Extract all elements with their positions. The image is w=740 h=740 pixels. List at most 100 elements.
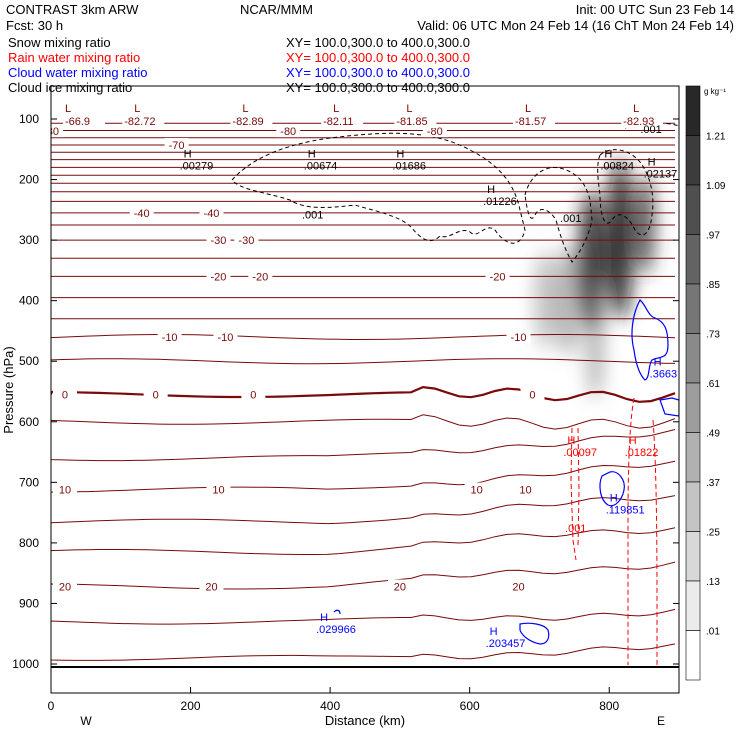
temperature-label-bg: [157, 330, 182, 343]
y-tick-label: 500: [19, 354, 39, 368]
snow-max-value: .02137: [644, 169, 678, 181]
colorbar-level: .37: [706, 478, 720, 489]
temperature-label-bg: [206, 482, 231, 496]
snow-max-marker: H: [648, 157, 656, 169]
temperature-label: 20: [59, 581, 71, 593]
colorbar-level: 1.21: [706, 132, 726, 143]
snow-max-value: .01226: [483, 196, 517, 208]
temperature-label-bg: [199, 579, 224, 593]
y-tick-label: 900: [19, 596, 39, 610]
cloud-water-max-value: .203457: [486, 638, 526, 650]
temperature-label-bg: [213, 330, 238, 343]
colorbar-cell: [685, 531, 701, 582]
temperature-label: -20: [211, 271, 227, 283]
colorbar-unit: g kg⁻¹: [704, 87, 726, 96]
temperature-label: 20: [205, 581, 217, 593]
temperature-label: -80: [280, 126, 296, 138]
temperature-label-bg: [129, 205, 154, 219]
snow-max-marker: H: [396, 149, 404, 161]
low-marker: L: [134, 103, 140, 115]
colorbar-level: 1.09: [706, 181, 726, 192]
snow-max-marker: H: [184, 149, 192, 161]
snow-max-marker: H: [604, 149, 612, 161]
x-axis-label: Distance (km): [325, 713, 405, 728]
low-value-label: -82.11: [323, 116, 353, 128]
legend-rain-label: Rain water mixing ratio: [8, 50, 140, 65]
cloud-water-max-marker: H: [654, 356, 662, 368]
colorbar-level: .25: [706, 528, 720, 539]
colorbar-level: .97: [706, 231, 720, 242]
rain-contour: [577, 427, 580, 549]
temperature-label: 0: [62, 390, 68, 402]
temperature-label-bg: [506, 330, 531, 343]
init-time: Init: 00 UTC Sun 23 Feb 14: [576, 2, 734, 17]
low-label-bg: [621, 115, 664, 128]
temperature-contour-line: [51, 460, 676, 493]
snow-max-value: .01686: [392, 161, 426, 173]
x-tick-label: 400: [320, 699, 340, 713]
center-title: NCAR/MMM: [240, 2, 313, 17]
y-tick-label: 100: [19, 112, 39, 126]
y-tick-label: 600: [19, 415, 39, 429]
y-tick-label: 700: [19, 475, 39, 489]
colorbar-cell: [685, 85, 701, 136]
colorbar-cell: [685, 432, 701, 483]
low-label-bg: [513, 115, 556, 128]
legend-cloud-water-label: Cloud water mixing ratio: [8, 65, 147, 80]
temperature-label: -40: [204, 208, 220, 220]
temperature-label-bg: [241, 387, 266, 401]
temperature-label: -70: [169, 140, 185, 152]
temperature-label: 20: [394, 581, 406, 593]
low-value-label: -81.85: [396, 116, 427, 128]
temperature-label-bg: [520, 387, 545, 401]
temperature-label-bg: [206, 269, 231, 283]
temperature-label-bg: [52, 482, 77, 496]
low-marker: L: [525, 103, 531, 115]
temperature-label-bg: [52, 387, 77, 401]
temperature-label-bg: [464, 482, 489, 496]
temperature-label-bg: [206, 233, 231, 247]
temperature-contour-line: [51, 358, 676, 365]
temperature-label: 0: [250, 390, 256, 402]
temperature-contour-line: [51, 334, 676, 340]
temperature-label: 10: [519, 485, 531, 497]
snow-max-value: .00674: [304, 161, 338, 173]
colorbar-cell: [685, 135, 701, 186]
temperature-label: -30: [238, 235, 254, 247]
snow-max-value: .00824: [600, 161, 634, 173]
colorbar-level: .73: [706, 330, 720, 341]
temperature-contour-line: [51, 414, 676, 430]
colorbar-cell: [685, 184, 701, 235]
low-label-bg: [62, 115, 105, 128]
colorbar-level: .01: [706, 627, 720, 638]
temperature-contour-line: [51, 429, 676, 462]
plot-area: -80 -80 -80 -70 -40 -40 -30 -30 -20 -20 -20 -10 -10 -…: [51, 103, 679, 668]
temperature-label: 10: [212, 485, 224, 497]
x-tick-label: 200: [181, 699, 201, 713]
colorbar-cell: [685, 333, 701, 384]
temperature-label-bg: [485, 269, 510, 283]
temperature-contour-line: [51, 608, 676, 625]
header: CONTRAST 3km ARW NCAR/MMM Init: 00 UTC S…: [6, 2, 734, 33]
cloud-water-max-marker: H: [490, 626, 498, 638]
temperature-label: -30: [211, 235, 227, 247]
low-marker: L: [333, 103, 339, 115]
legend-cloud-water-xy: XY= 100.0,300.0 to 400.0,300.0: [286, 65, 470, 80]
colorbar-level: .61: [706, 379, 720, 390]
low-label-bg: [122, 115, 165, 128]
plot-frame: [50, 85, 680, 694]
colorbar-level: .49: [706, 429, 720, 440]
snow-max-value: .00279: [180, 161, 214, 173]
temperature-label: 20: [512, 581, 524, 593]
temperature-label: 10: [471, 485, 483, 497]
legend-snow-xy: XY= 100.0,300.0 to 400.0,300.0: [286, 35, 470, 50]
cloud-water-max-marker: H: [610, 493, 618, 505]
x-tick-label: 600: [460, 699, 480, 713]
temperature-label: 0: [529, 390, 535, 402]
temperature-label: -20: [252, 271, 268, 283]
low-marker: L: [406, 103, 412, 115]
cloud-water-contour: [519, 622, 550, 645]
temperature-label-bg: [513, 482, 538, 496]
cloud-water-max-value: .119851: [606, 505, 645, 517]
colorbar: 1.21 1.09 .97 .85 .73 .61 .49 .37 .25 .13 .01 g kg⁻…: [685, 85, 726, 681]
